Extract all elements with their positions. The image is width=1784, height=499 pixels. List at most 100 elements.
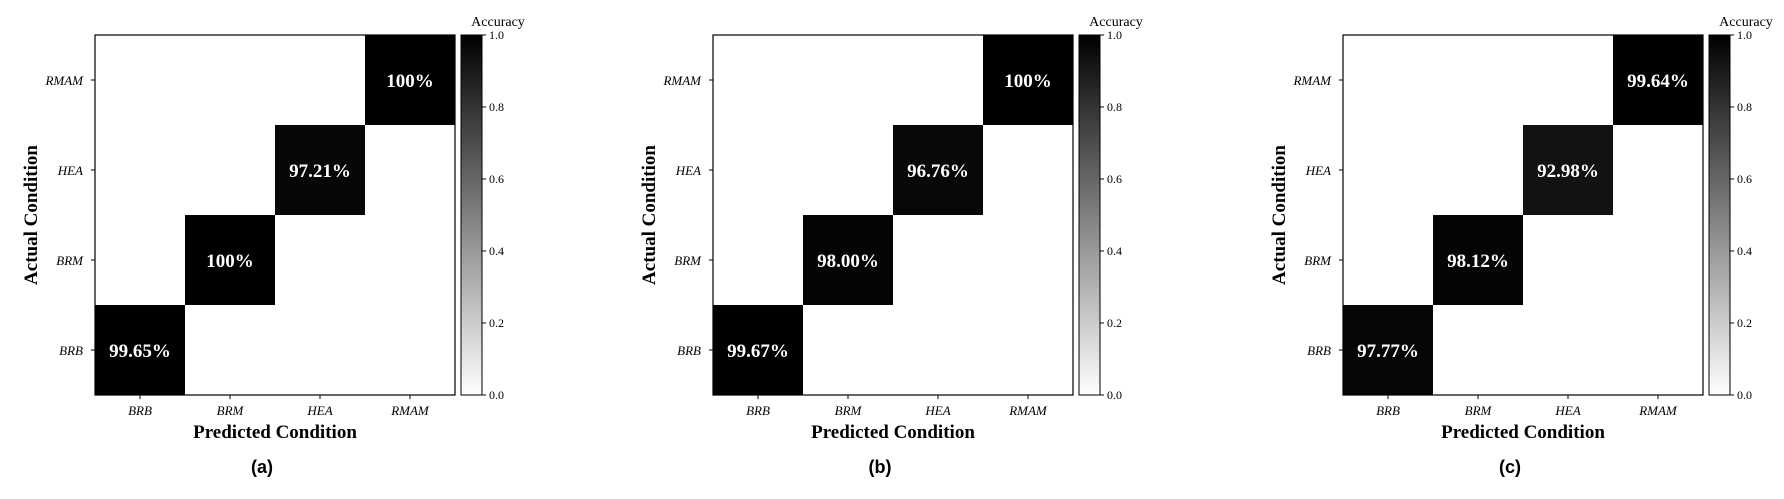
cell-value-label: 98.00% — [817, 251, 879, 272]
heatmap-cell — [365, 215, 455, 305]
x-tick-label: BRB — [1376, 403, 1400, 418]
heatmap-cell — [95, 305, 185, 395]
heatmap-cell — [1343, 215, 1433, 305]
colorbar-tick-label: 0.2 — [1737, 316, 1752, 330]
cell-value-label: 100% — [206, 251, 254, 272]
heatmap-cell — [1523, 35, 1613, 125]
heatmap-cell — [713, 215, 803, 305]
heatmap-cell — [1343, 35, 1433, 125]
heatmap-cell — [713, 305, 803, 395]
x-tick-label: RMAM — [1638, 403, 1678, 418]
y-axis-label: Actual Condition — [21, 145, 42, 285]
heatmap-cell — [275, 305, 365, 395]
colorbar — [460, 34, 483, 396]
heatmap-cell — [365, 125, 455, 215]
heatmap-cell — [803, 215, 893, 305]
y-axis-label: Actual Condition — [1269, 145, 1290, 285]
matrix-frame — [712, 34, 1074, 396]
heatmap-cell — [983, 35, 1073, 125]
heatmap-cell — [803, 305, 893, 395]
y-tick-label: BRB — [59, 343, 83, 358]
heatmap-cell — [713, 125, 803, 215]
colorbar-tick-label: 0.0 — [1107, 388, 1122, 402]
cell-value-label: 98.12% — [1447, 251, 1509, 272]
heatmap-cell — [893, 35, 983, 125]
heatmap-cell — [185, 215, 275, 305]
cell-value-label: 99.67% — [727, 341, 789, 362]
heatmap-cell — [893, 215, 983, 305]
colorbar-tick-label: 0.0 — [1737, 388, 1752, 402]
y-tick-label: BRB — [677, 343, 701, 358]
heatmap-cell — [1613, 215, 1703, 305]
cell-value-label: 97.77% — [1357, 341, 1419, 362]
y-tick-label: BRM — [674, 253, 702, 268]
colorbar-tick-label: 0.6 — [489, 172, 504, 186]
cell-value-label: 99.64% — [1627, 71, 1689, 92]
x-tick-label: HEA — [924, 403, 950, 418]
heatmap-cell — [1613, 35, 1703, 125]
heatmap-cell — [983, 125, 1073, 215]
matrix-frame — [1342, 34, 1704, 396]
y-tick-label: RMAM — [662, 73, 702, 88]
heatmap-cell — [1343, 125, 1433, 215]
heatmap-cell — [275, 125, 365, 215]
heatmap-cell — [275, 35, 365, 125]
x-tick-label: BRM — [1465, 403, 1493, 418]
cell-value-label: 99.65% — [109, 341, 171, 362]
confusion-matrix-panel: 99.65% 100% 97.21% 100% BRB BRM HEA RMAM BRB BRM H… — [21, 15, 525, 477]
colorbar — [1078, 34, 1101, 396]
heatmap-cell — [893, 305, 983, 395]
heatmap-cell — [365, 35, 455, 125]
heatmap-cell — [185, 125, 275, 215]
colorbar-tick-label: 0.4 — [489, 244, 504, 258]
colorbar — [1708, 34, 1731, 396]
colorbar-title: Accuracy — [1089, 15, 1143, 30]
panel-label: (a) — [251, 457, 273, 477]
x-axis-label: Predicted Condition — [1441, 422, 1605, 443]
colorbar-tick-label: 1.0 — [489, 28, 504, 42]
y-tick-label: RMAM — [1292, 73, 1332, 88]
x-tick-label: BRB — [128, 403, 152, 418]
cell-value-label: 96.76% — [907, 161, 969, 182]
y-tick-label: BRM — [56, 253, 84, 268]
heatmap-cell — [893, 125, 983, 215]
heatmap-cell — [803, 35, 893, 125]
y-tick-label: RMAM — [44, 73, 84, 88]
heatmap-cell — [983, 215, 1073, 305]
x-axis-label: Predicted Condition — [811, 422, 975, 443]
cell-value-label: 97.21% — [289, 161, 351, 182]
heatmap-cell — [1523, 215, 1613, 305]
x-tick-label: BRB — [746, 403, 770, 418]
heatmap-cell — [1343, 305, 1433, 395]
y-tick-label: HEA — [675, 163, 701, 178]
heatmap-cell — [365, 305, 455, 395]
colorbar-tick-label: 1.0 — [1107, 28, 1122, 42]
colorbar-tick-label: 0.2 — [489, 316, 504, 330]
matrix-frame — [94, 34, 456, 396]
heatmap-cell — [1523, 305, 1613, 395]
confusion-matrix-panel: 99.67% 98.00% 96.76% 100% BRB BRM HEA RMAM BRB BR… — [639, 15, 1143, 477]
y-tick-label: BRM — [1304, 253, 1332, 268]
heatmap-cell — [1433, 35, 1523, 125]
x-tick-label: RMAM — [390, 403, 430, 418]
cell-value-label: 92.98% — [1537, 161, 1599, 182]
heatmap-cell — [95, 35, 185, 125]
heatmap-cell — [713, 35, 803, 125]
colorbar-tick-label: 0.8 — [489, 100, 504, 114]
x-axis-label: Predicted Condition — [193, 422, 357, 443]
heatmap-cell — [1613, 125, 1703, 215]
colorbar-tick-label: 0.6 — [1107, 172, 1122, 186]
heatmap-cell — [1433, 305, 1523, 395]
colorbar-tick-label: 0.0 — [489, 388, 504, 402]
heatmap-cell — [803, 125, 893, 215]
cell-value-label: 100% — [386, 71, 434, 92]
panel-label: (c) — [1499, 457, 1521, 477]
colorbar-title: Accuracy — [1719, 15, 1773, 30]
x-tick-label: BRM — [217, 403, 245, 418]
y-tick-label: HEA — [1305, 163, 1331, 178]
x-tick-label: BRM — [835, 403, 863, 418]
panel-label: (b) — [869, 457, 892, 477]
x-tick-label: RMAM — [1008, 403, 1048, 418]
colorbar-tick-label: 0.8 — [1737, 100, 1752, 114]
